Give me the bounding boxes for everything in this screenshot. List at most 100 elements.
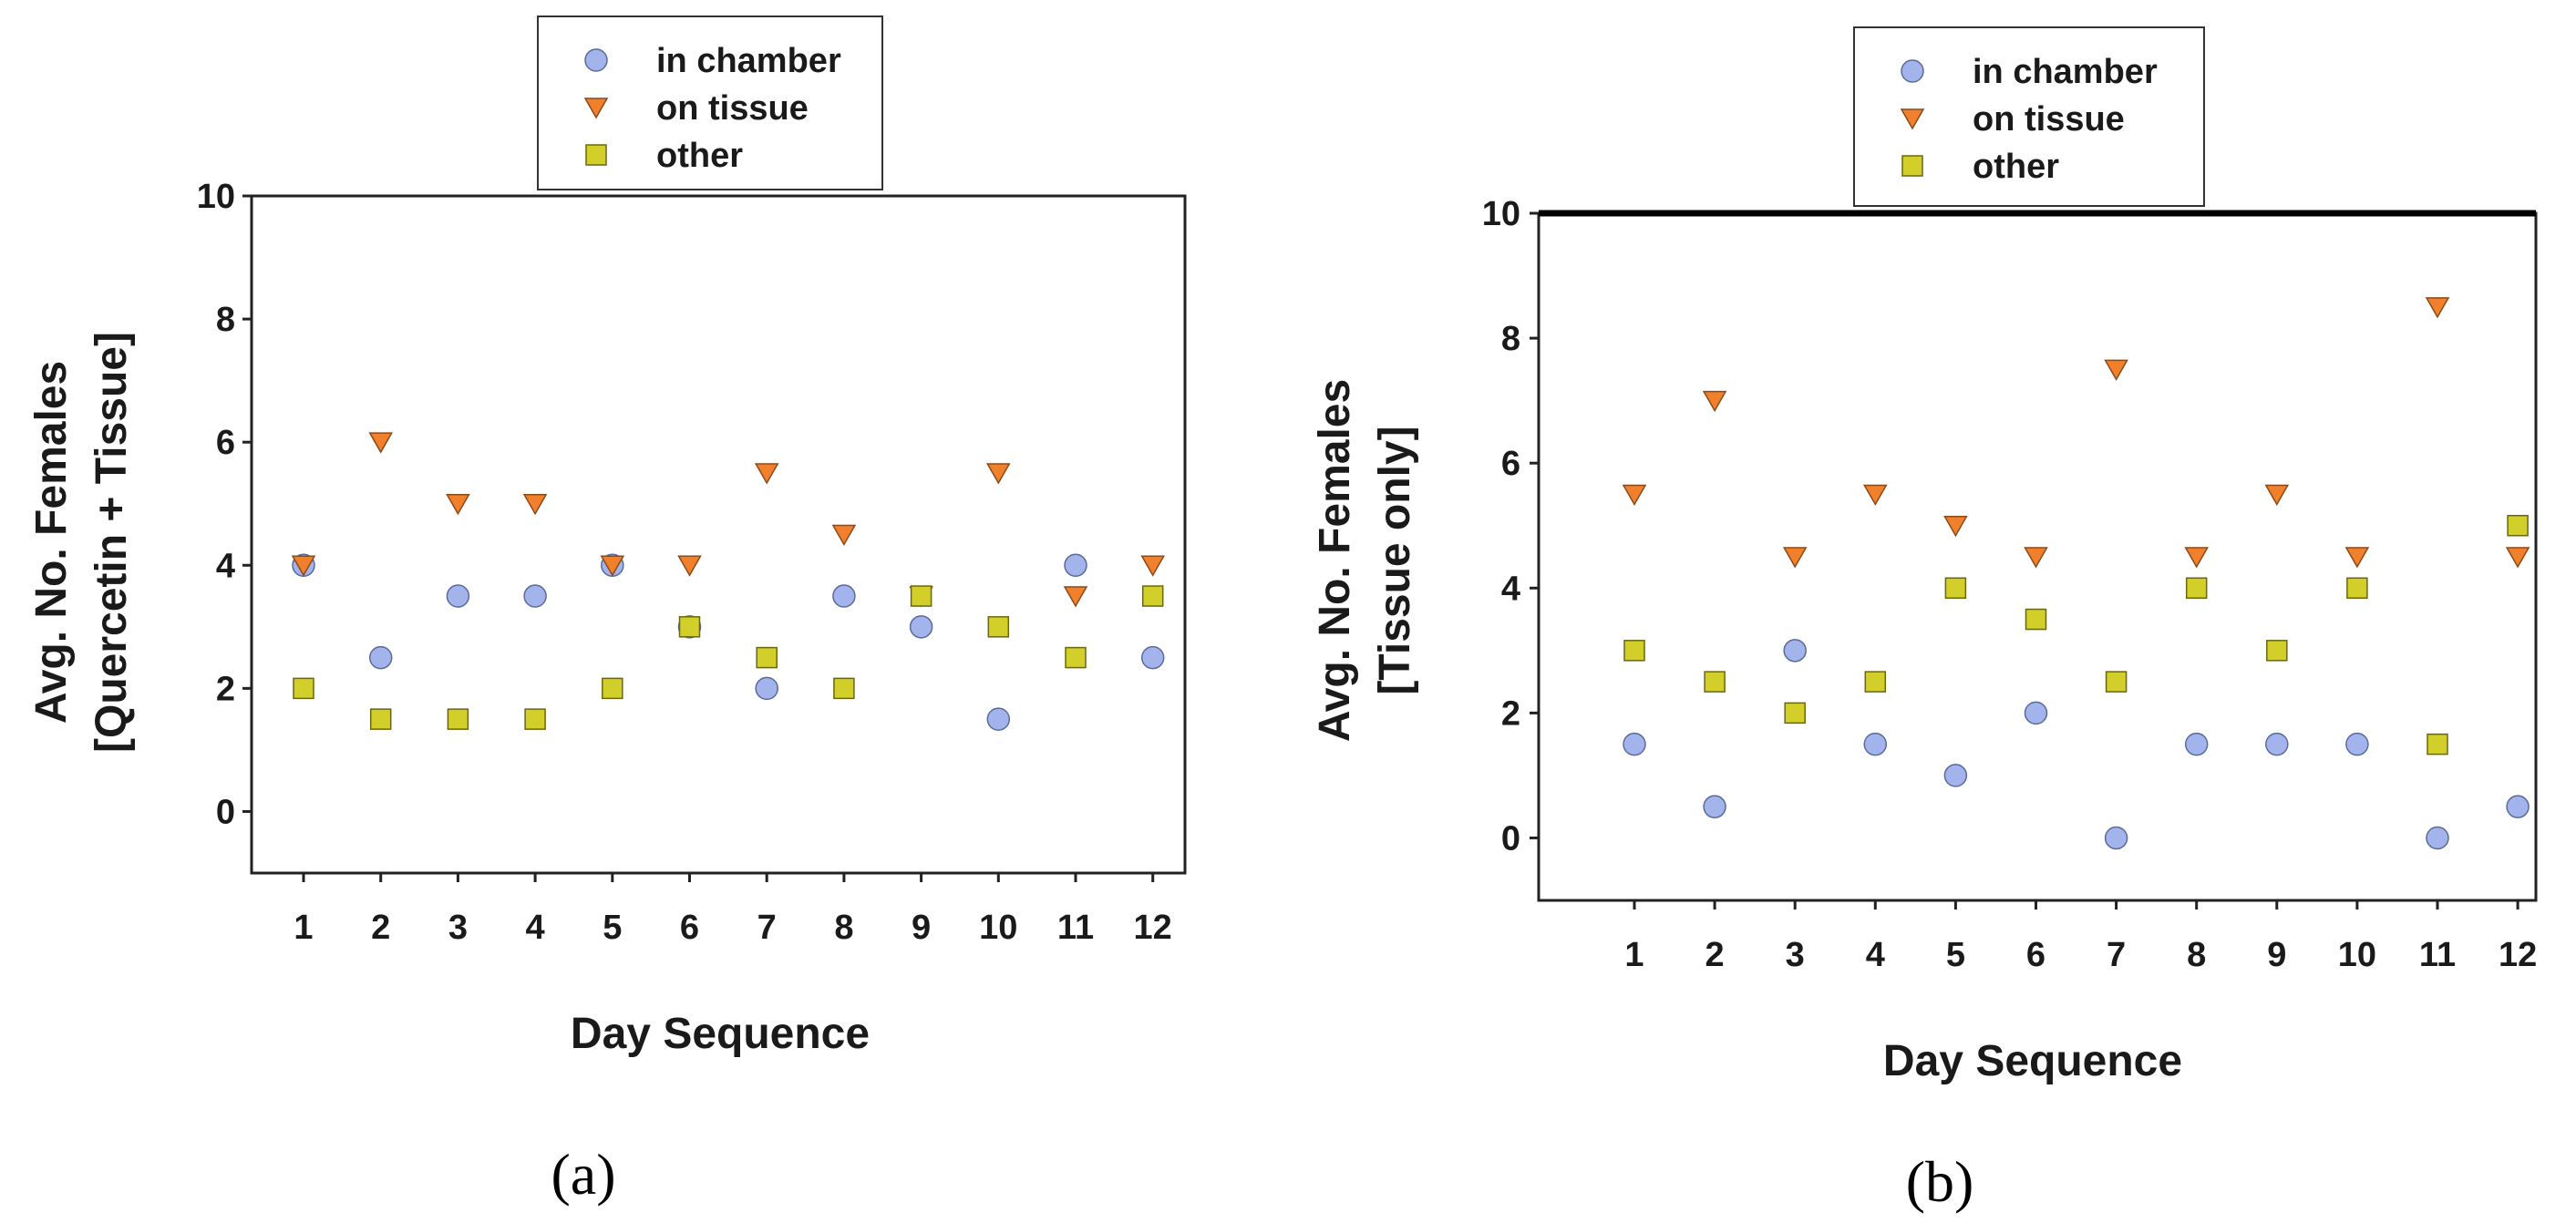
data-point <box>1622 484 1647 506</box>
y-tick-label: 8 <box>216 301 235 339</box>
data-point <box>1863 484 1888 506</box>
x-tick-label: 9 <box>912 909 931 947</box>
data-point <box>986 463 1011 485</box>
y-tick-label: 6 <box>1501 445 1520 483</box>
x-tick-label: 9 <box>2267 936 2286 974</box>
data-point <box>1702 390 1727 413</box>
x-axis-label: Day Sequence <box>1883 1037 2182 1085</box>
y-tick-label: 4 <box>1501 570 1520 608</box>
data-point <box>833 677 855 700</box>
data-point <box>1943 764 1968 787</box>
x-tick-label: 8 <box>834 909 853 947</box>
legend-label: on tissue <box>1973 100 2125 139</box>
panel-label: (b) <box>1906 1149 1974 1214</box>
data-point <box>1864 671 1887 693</box>
data-point <box>1623 640 1645 662</box>
data-point <box>2104 826 2128 850</box>
data-point <box>831 524 857 547</box>
data-point <box>1943 515 1968 538</box>
data-point <box>2104 359 2128 381</box>
x-axis-label: Day Sequence <box>571 1010 870 1058</box>
data-point <box>2184 732 2209 756</box>
data-point <box>1064 553 1087 578</box>
y-axis-label-line: [Tissue only] <box>1371 426 1419 694</box>
legend-marker <box>1901 155 1923 177</box>
data-point <box>446 584 470 608</box>
x-tick-label: 6 <box>2026 936 2045 974</box>
data-point <box>755 676 778 701</box>
y-tick-label: 10 <box>1482 195 1520 233</box>
legend-marker <box>1900 108 1925 130</box>
data-point <box>2266 640 2288 662</box>
x-tick-label: 10 <box>979 909 1017 947</box>
x-tick-label: 12 <box>2499 936 2537 974</box>
data-point <box>2427 733 2448 755</box>
data-point <box>522 493 548 516</box>
y-tick-label: 0 <box>1501 819 1520 858</box>
legend-label: on tissue <box>656 89 809 128</box>
x-tick-label: 5 <box>1946 936 1965 974</box>
data-point <box>909 615 933 639</box>
data-point <box>2265 732 2289 756</box>
x-tick-label: 8 <box>2187 936 2206 974</box>
series-on-tissue <box>1622 297 2530 569</box>
data-point <box>1944 577 1967 600</box>
x-tick-label: 7 <box>757 909 777 947</box>
data-point <box>2346 577 2368 600</box>
data-point <box>910 585 933 607</box>
data-point <box>2507 514 2529 537</box>
data-point <box>1784 702 1806 725</box>
series-in-chamber <box>292 553 1165 731</box>
data-point <box>2025 608 2047 631</box>
legend-marker <box>585 144 607 166</box>
x-tick-label: 3 <box>448 909 468 947</box>
data-point <box>754 463 779 485</box>
y-axis-label-line: Avg. No. Females <box>27 361 76 724</box>
data-point <box>369 708 392 730</box>
data-point <box>368 645 393 670</box>
data-point <box>756 646 778 669</box>
data-point <box>1140 555 1165 577</box>
data-point <box>2505 547 2530 569</box>
data-point <box>2425 297 2450 319</box>
legend-marker <box>583 98 609 119</box>
data-point <box>291 555 316 577</box>
x-tick-label: 5 <box>603 909 622 947</box>
y-axis-label-line: Avg. No. Females <box>1311 379 1359 742</box>
data-point <box>600 555 625 577</box>
data-point <box>2024 547 2048 569</box>
data-point <box>446 493 470 516</box>
y-axis-label: Avg. No. Females [Tissue only] <box>1311 379 1419 742</box>
x-tick-label: 1 <box>294 909 313 947</box>
data-point <box>1704 671 1726 693</box>
x-tick-label: 2 <box>1705 936 1725 974</box>
data-point <box>1141 585 1164 607</box>
data-point <box>2264 484 2290 506</box>
y-tick-label: 8 <box>1501 320 1520 358</box>
x-tick-label: 10 <box>2338 936 2376 974</box>
y-tick-label: 2 <box>216 670 235 708</box>
legend-marker <box>1901 59 1924 83</box>
legend-label: other <box>1973 148 2059 186</box>
y-tick-label: 6 <box>216 424 235 462</box>
data-point <box>2185 577 2208 600</box>
legend-label: in chamber <box>656 42 841 80</box>
data-point <box>1065 646 1087 669</box>
panel-label: (a) <box>551 1142 615 1207</box>
data-point <box>524 708 546 730</box>
data-point <box>602 677 623 700</box>
data-point <box>1782 547 1808 569</box>
data-point <box>1623 732 1646 756</box>
series-on-tissue <box>291 432 1165 608</box>
y-tick-label: 4 <box>216 547 235 585</box>
data-point <box>523 584 547 608</box>
data-point <box>2344 547 2370 569</box>
data-point <box>987 616 1010 638</box>
data-point <box>832 584 856 608</box>
y-axis-label: Avg. No. Females [Quercetin + Tissue] <box>27 332 136 753</box>
series-other <box>1623 514 2529 755</box>
x-tick-label: 4 <box>526 909 545 947</box>
series-other <box>293 585 1164 730</box>
data-point <box>1863 732 1888 756</box>
